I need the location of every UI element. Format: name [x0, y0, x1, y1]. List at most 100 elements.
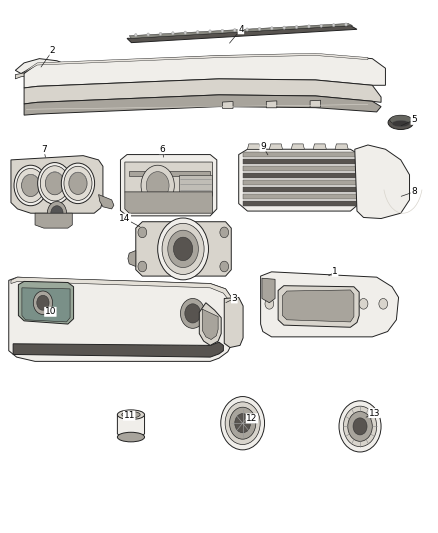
Text: 13: 13 — [369, 409, 380, 417]
Circle shape — [225, 402, 260, 445]
Text: 1: 1 — [332, 268, 338, 276]
Circle shape — [332, 23, 335, 27]
Circle shape — [220, 227, 229, 238]
Circle shape — [230, 407, 256, 439]
Circle shape — [359, 298, 368, 309]
Circle shape — [134, 34, 137, 37]
Circle shape — [307, 25, 310, 28]
Polygon shape — [11, 277, 232, 302]
Polygon shape — [223, 101, 233, 108]
Polygon shape — [224, 297, 243, 348]
Ellipse shape — [388, 116, 413, 130]
Polygon shape — [335, 144, 348, 149]
Ellipse shape — [117, 432, 145, 442]
Polygon shape — [179, 175, 212, 194]
Circle shape — [283, 26, 286, 29]
Polygon shape — [117, 411, 145, 437]
Polygon shape — [243, 188, 357, 192]
Circle shape — [69, 172, 87, 195]
Polygon shape — [22, 288, 70, 322]
Text: 14: 14 — [119, 214, 131, 223]
Polygon shape — [24, 95, 381, 115]
Circle shape — [345, 23, 347, 26]
Polygon shape — [120, 155, 217, 216]
Circle shape — [221, 397, 265, 450]
Circle shape — [343, 406, 377, 447]
Circle shape — [208, 30, 211, 33]
Polygon shape — [199, 303, 221, 345]
Circle shape — [320, 24, 323, 27]
Text: 4: 4 — [238, 25, 244, 34]
Polygon shape — [129, 23, 353, 38]
Polygon shape — [278, 286, 359, 327]
Text: 10: 10 — [45, 308, 56, 316]
Circle shape — [138, 261, 147, 272]
Circle shape — [168, 230, 198, 268]
Polygon shape — [247, 144, 261, 149]
Circle shape — [141, 165, 174, 206]
Circle shape — [221, 29, 224, 33]
Circle shape — [14, 165, 47, 206]
Polygon shape — [24, 54, 385, 88]
Circle shape — [271, 27, 273, 30]
Text: 12: 12 — [246, 414, 258, 423]
Polygon shape — [9, 277, 232, 361]
Text: 5: 5 — [411, 116, 417, 124]
Text: 8: 8 — [411, 188, 417, 196]
Polygon shape — [243, 159, 357, 164]
Polygon shape — [269, 144, 283, 149]
Polygon shape — [15, 71, 68, 81]
Polygon shape — [262, 278, 275, 303]
Circle shape — [159, 33, 162, 36]
Circle shape — [61, 163, 95, 204]
Polygon shape — [243, 152, 357, 157]
Text: 3: 3 — [231, 294, 237, 303]
Polygon shape — [99, 195, 114, 209]
Circle shape — [265, 298, 274, 309]
Polygon shape — [127, 26, 357, 43]
Circle shape — [258, 27, 261, 30]
Polygon shape — [24, 79, 381, 104]
Polygon shape — [125, 192, 212, 213]
Polygon shape — [128, 251, 136, 266]
Circle shape — [220, 261, 229, 272]
Circle shape — [379, 298, 388, 309]
Circle shape — [38, 163, 72, 204]
Polygon shape — [355, 145, 410, 219]
Circle shape — [46, 172, 64, 195]
Text: 6: 6 — [159, 145, 165, 154]
Circle shape — [348, 411, 372, 441]
Circle shape — [246, 28, 248, 31]
Polygon shape — [313, 144, 326, 149]
Text: 2: 2 — [50, 46, 55, 55]
Polygon shape — [26, 53, 368, 71]
Polygon shape — [266, 101, 277, 108]
Circle shape — [235, 414, 251, 433]
Polygon shape — [261, 272, 399, 337]
Polygon shape — [129, 171, 210, 176]
Polygon shape — [243, 201, 357, 206]
Ellipse shape — [122, 411, 140, 418]
Text: 9: 9 — [260, 142, 266, 151]
Circle shape — [64, 166, 92, 200]
Polygon shape — [291, 144, 304, 149]
Circle shape — [162, 223, 204, 274]
Circle shape — [17, 168, 45, 203]
Circle shape — [185, 304, 201, 323]
Ellipse shape — [390, 115, 412, 125]
Ellipse shape — [117, 410, 145, 419]
Polygon shape — [243, 173, 357, 177]
Circle shape — [184, 31, 187, 34]
Circle shape — [51, 206, 63, 221]
Polygon shape — [243, 195, 357, 199]
Circle shape — [147, 33, 149, 36]
Ellipse shape — [392, 120, 410, 127]
Circle shape — [146, 172, 169, 199]
Circle shape — [180, 298, 205, 328]
Polygon shape — [243, 166, 357, 171]
Polygon shape — [202, 309, 218, 340]
Circle shape — [353, 418, 367, 435]
Circle shape — [172, 31, 174, 35]
Polygon shape — [15, 59, 68, 74]
Circle shape — [295, 26, 298, 29]
